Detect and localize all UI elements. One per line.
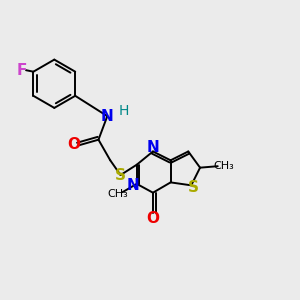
Text: S: S bbox=[188, 180, 199, 195]
Text: CH₃: CH₃ bbox=[108, 189, 129, 199]
Text: O: O bbox=[68, 137, 80, 152]
Text: F: F bbox=[17, 63, 27, 78]
Text: H: H bbox=[118, 104, 129, 118]
Text: N: N bbox=[147, 140, 159, 154]
Text: O: O bbox=[146, 211, 159, 226]
Text: N: N bbox=[101, 109, 114, 124]
Text: CH₃: CH₃ bbox=[213, 161, 234, 171]
Text: N: N bbox=[127, 178, 140, 193]
Text: S: S bbox=[115, 167, 126, 182]
